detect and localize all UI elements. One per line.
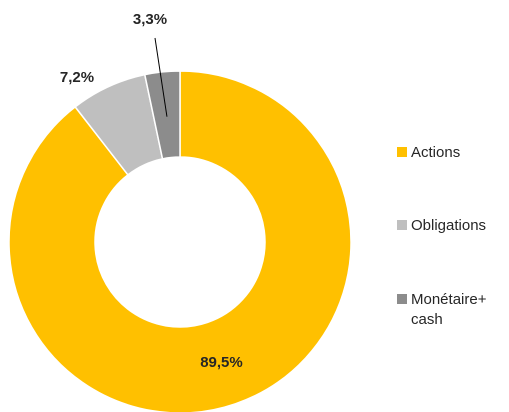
legend-entry: Obligations [397,216,497,236]
legend-label: Obligations [411,217,487,234]
legend-label: Actions [411,144,461,161]
legend-swatch [397,147,407,157]
slice [8,70,352,412]
legend-swatch [397,294,407,304]
data-label: 89,5% [200,354,243,371]
legend-label: Monétaire+ cash [411,291,487,328]
legend-entry: Monétaire+ cash [397,290,497,330]
data-label: 3,3% [133,11,167,28]
slice [143,70,181,160]
legend-entry: Actions [397,143,497,163]
data-label: 7,2% [60,69,94,86]
leader-line [154,37,168,117]
legend-swatch [397,220,407,230]
